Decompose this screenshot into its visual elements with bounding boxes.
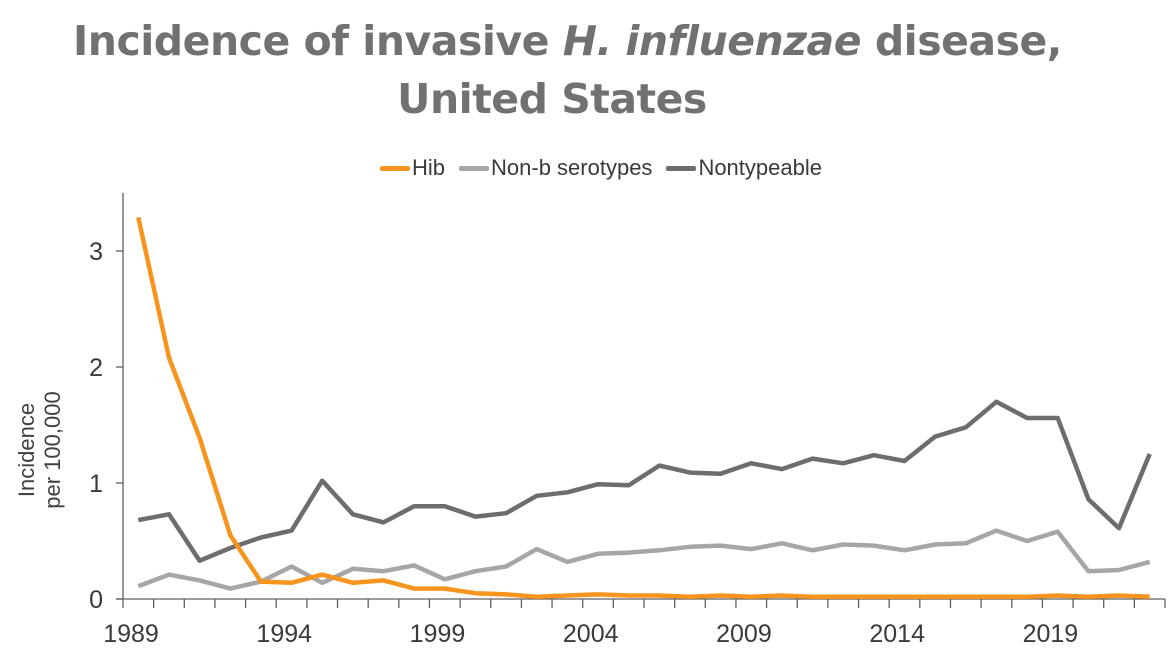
legend-label-non-b-serotypes: Non-b serotypes <box>491 155 653 180</box>
x-tick-label: 1989 <box>103 620 159 648</box>
chart-title-line1: Incidence of invasive H. influenzae dise… <box>73 14 1062 68</box>
series-line-hib <box>136 216 1150 599</box>
legend-item-non-b-serotypes: Non-b serotypes <box>459 155 652 181</box>
title-organism: H. influenzae <box>562 17 862 65</box>
series-line-non-b-serotypes <box>137 528 1151 591</box>
series-line-nontypeable <box>137 399 1152 563</box>
y-tick-label: 1 <box>89 470 103 498</box>
y-tick-label: 0 <box>89 586 103 614</box>
x-tick-label: 2009 <box>716 620 772 648</box>
axes: 0 1 2 3 1989 1994 1999 2004 2009 2014 2019 <box>89 193 1166 648</box>
series-group <box>136 216 1152 599</box>
x-tick-label: 1994 <box>256 620 312 648</box>
y-tick-label: 3 <box>89 238 103 266</box>
legend-item-hib: Hib <box>380 155 445 181</box>
legend-swatch-hib <box>380 165 410 171</box>
y-tick-label: 2 <box>89 354 103 382</box>
legend-label-hib: Hib <box>412 155 446 180</box>
x-tick-label: 2019 <box>1023 620 1079 648</box>
legend: Hib Non-b serotypes Nontypeable <box>380 154 836 182</box>
legend-item-nontypeable: Nontypeable <box>666 155 822 181</box>
legend-swatch-nontypeable <box>666 165 697 171</box>
chart-title-line2: United States <box>397 75 707 123</box>
legend-label-nontypeable: Nontypeable <box>698 155 822 180</box>
x-tick-label: 2014 <box>869 620 925 648</box>
x-tick-label: 1999 <box>410 620 466 648</box>
x-tick-label: 2004 <box>563 620 619 648</box>
legend-swatch-non-b-serotypes <box>459 165 490 171</box>
title-prefix: Incidence of invasive <box>73 17 563 65</box>
title-suffix: disease, <box>861 17 1063 65</box>
